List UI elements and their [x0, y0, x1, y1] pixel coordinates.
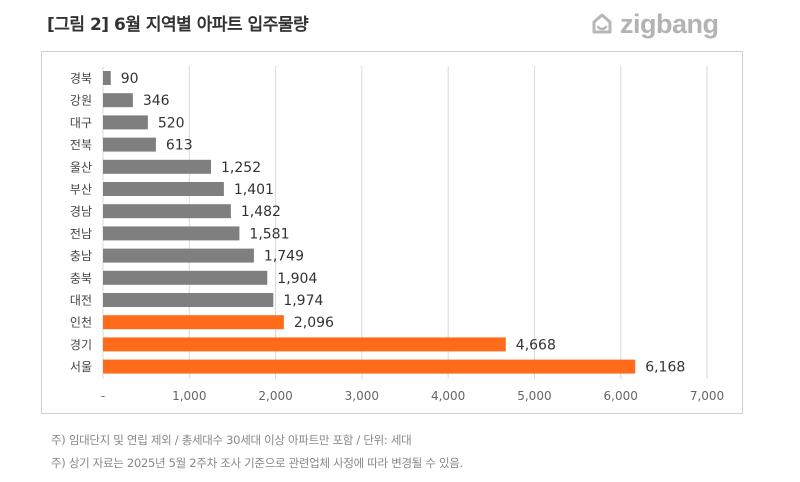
bar-서울	[103, 359, 636, 374]
page-title: [그림 2] 6월 지역별 아파트 입주물량	[47, 15, 309, 35]
category-label: 충남	[70, 249, 92, 263]
value-label: 1,482	[241, 204, 281, 220]
category-label: 강원	[70, 94, 92, 108]
value-label: 90	[121, 71, 139, 87]
bar-경북	[103, 71, 111, 85]
category-label: 대전	[70, 294, 92, 308]
logo-text: zigbang	[620, 8, 719, 39]
category-label: 울산	[70, 160, 92, 174]
value-label: 1,904	[277, 271, 317, 287]
bar-chart: - 1,000 2,000 3,000 4,000 5,000 6,000 7,000 경북 90…	[70, 66, 724, 403]
footnote-2: 주) 상기 자료는 2025년 5월 2주차 조사 기준으로 관련업체 사정에 …	[51, 456, 463, 470]
value-label: 1,749	[264, 249, 304, 265]
category-label: 경기	[70, 338, 92, 352]
value-label: 520	[158, 115, 185, 131]
value-label: 1,581	[249, 226, 289, 242]
category-label: 전북	[70, 138, 92, 152]
value-label: 1,401	[234, 182, 274, 198]
value-label: 1,252	[221, 160, 261, 176]
x-tick-label: -	[101, 389, 105, 403]
category-label: 서울	[70, 360, 92, 374]
footnote-1: 주) 임대단지 및 연립 제외 / 총세대수 30세대 이상 아파트만 포함 /…	[51, 433, 412, 447]
bar-충남	[103, 248, 254, 263]
category-label: 경남	[70, 205, 92, 219]
x-tick-label: 7,000	[690, 389, 724, 403]
bar-대구	[103, 115, 148, 130]
category-label: 전남	[70, 227, 92, 241]
category-label: 경북	[70, 72, 92, 86]
bar-충북	[103, 270, 268, 285]
zigbang-house-icon	[592, 13, 612, 34]
value-label: 2,096	[294, 315, 334, 331]
value-label: 346	[143, 93, 170, 109]
x-tick-label: 5,000	[517, 389, 551, 403]
category-label: 대구	[70, 116, 92, 130]
value-label: 613	[166, 138, 193, 154]
bar-울산	[103, 159, 212, 174]
x-tick-label: 3,000	[345, 389, 379, 403]
zigbang-logo: zigbang	[588, 8, 719, 40]
bar-경기	[103, 337, 506, 352]
value-label: 6,168	[645, 360, 685, 376]
bar-경남	[103, 204, 231, 219]
category-label: 부산	[70, 183, 92, 197]
bar-부산	[103, 182, 224, 196]
bar-전북	[103, 137, 156, 152]
bar-전남	[103, 226, 240, 241]
bar-대전	[103, 293, 274, 307]
bar-인천	[103, 315, 284, 330]
x-tick-label: 4,000	[431, 389, 465, 403]
value-label: 4,668	[516, 337, 556, 353]
x-tick-label: 1,000	[172, 389, 206, 403]
category-label: 충북	[70, 271, 92, 285]
chart-container: - 1,000 2,000 3,000 4,000 5,000 6,000 7,000 경북 90…	[41, 51, 743, 414]
x-tick-label: 2,000	[258, 389, 292, 403]
bar-강원	[103, 93, 133, 108]
category-label: 인천	[70, 315, 92, 330]
x-tick-label: 6,000	[604, 389, 638, 403]
value-label: 1,974	[283, 293, 323, 309]
